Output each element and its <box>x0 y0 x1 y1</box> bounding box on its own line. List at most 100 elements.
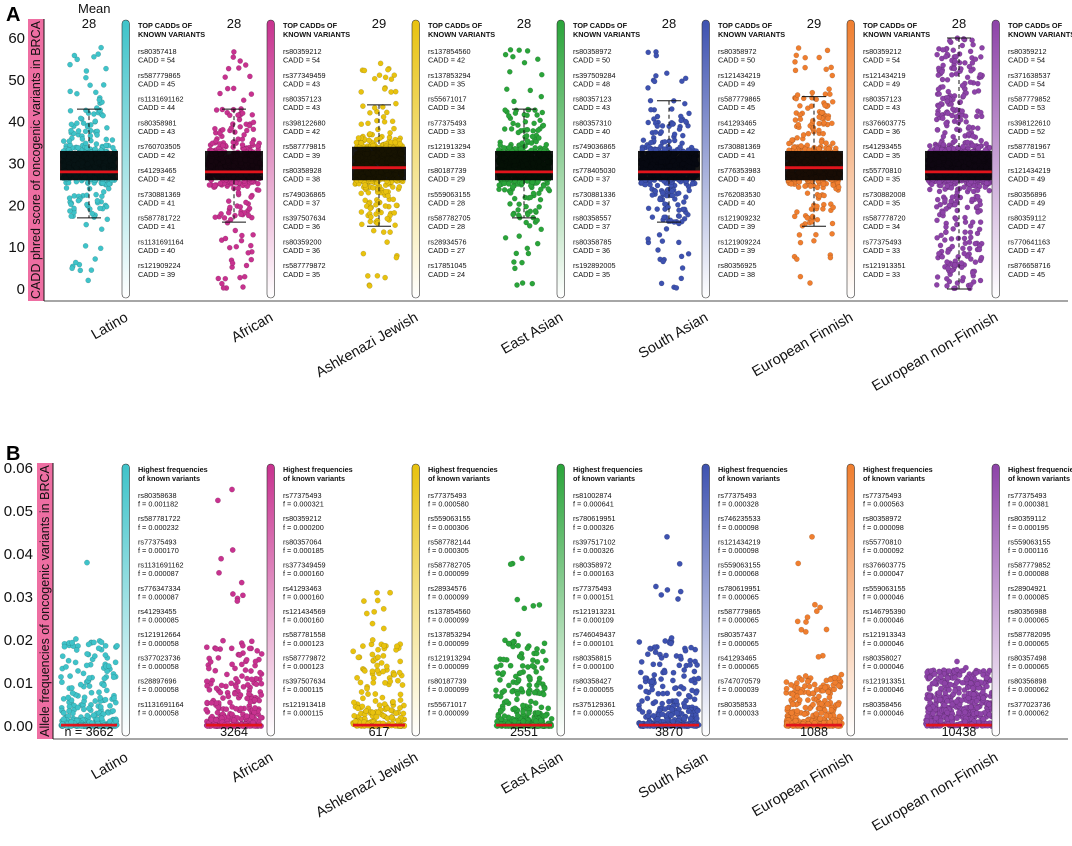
data-point <box>536 204 543 210</box>
data-point <box>223 706 230 713</box>
variant-id: rs1131691164 <box>138 237 184 246</box>
variant-value: CADD = 48 <box>573 79 610 88</box>
data-point <box>91 54 97 60</box>
data-point <box>943 224 949 230</box>
data-point <box>112 717 119 724</box>
data-point <box>386 134 393 141</box>
variant-value: CADD = 49 <box>718 79 755 88</box>
variant-value: CADD = 24 <box>428 270 465 279</box>
data-point <box>512 110 519 116</box>
annotation-title: KNOWN VARIANTS <box>428 30 495 39</box>
data-point <box>237 274 243 281</box>
data-point <box>218 210 224 217</box>
data-point <box>955 144 961 151</box>
data-point <box>507 47 514 53</box>
annotation-title: TOP CADDs OF <box>428 21 483 30</box>
data-point <box>972 259 979 265</box>
data-point <box>506 69 513 75</box>
data-point <box>669 121 676 127</box>
data-point <box>253 681 260 688</box>
variant-id: rs587779865 <box>138 71 181 80</box>
iqr-box <box>352 146 406 181</box>
data-point <box>505 181 512 187</box>
annotation-title: TOP CADDs OF <box>718 21 773 30</box>
data-point <box>826 86 832 92</box>
data-point <box>228 645 235 652</box>
data-point <box>59 653 66 660</box>
data-point <box>942 197 948 204</box>
data-point <box>103 687 110 694</box>
annotation-title: Highest frequencies <box>138 465 208 474</box>
data-point <box>381 119 388 125</box>
data-point <box>654 182 661 189</box>
data-point <box>944 283 950 289</box>
data-point <box>967 79 974 85</box>
data-point <box>660 258 666 265</box>
variant-value: CADD = 50 <box>718 56 755 65</box>
data-point <box>215 655 222 661</box>
data-point <box>816 127 822 134</box>
data-point <box>676 239 682 246</box>
data-point <box>676 207 682 213</box>
data-point <box>71 52 78 59</box>
iqr-box <box>785 150 843 181</box>
data-point <box>88 267 95 273</box>
data-point <box>502 51 509 58</box>
data-point <box>974 187 981 194</box>
data-point <box>669 106 675 112</box>
data-point <box>92 256 98 262</box>
variant-id: rs41293465 <box>138 166 177 175</box>
variant-value: CADD = 35 <box>428 79 465 88</box>
variant-value: CADD = 37 <box>573 175 610 184</box>
data-point <box>380 114 387 120</box>
annotation-title: KNOWN VARIANTS <box>718 30 785 39</box>
data-point <box>83 662 90 669</box>
data-point <box>389 118 396 125</box>
variant-value: CADD = 43 <box>863 103 900 112</box>
data-point <box>103 142 109 148</box>
data-point <box>88 689 95 696</box>
data-point <box>821 119 827 126</box>
data-point <box>656 231 663 238</box>
data-point <box>502 234 509 241</box>
annotation-title: KNOWN VARIANTS <box>573 30 640 39</box>
data-point <box>686 110 692 117</box>
data-point <box>828 64 835 71</box>
data-point <box>109 137 116 143</box>
data-point <box>380 229 387 235</box>
data-point <box>225 693 232 700</box>
annotation-title: KNOWN VARIANTS <box>138 30 205 39</box>
data-point <box>804 214 811 221</box>
data-point <box>110 674 117 681</box>
y-tick-label: 0 <box>17 281 25 298</box>
variant-value: CADD = 54 <box>1008 79 1045 88</box>
data-point <box>211 182 218 189</box>
data-point <box>506 144 513 151</box>
data-point <box>960 245 966 252</box>
data-point <box>642 181 649 188</box>
variant-value: CADD = 45 <box>138 79 175 88</box>
data-point <box>246 645 253 652</box>
data-point <box>532 107 538 113</box>
data-point <box>60 709 67 716</box>
data-point <box>91 653 98 659</box>
data-point <box>951 65 958 72</box>
data-point <box>97 704 104 710</box>
data-point <box>362 182 368 188</box>
data-point <box>103 136 110 143</box>
variant-value: CADD = 37 <box>573 222 610 231</box>
data-point <box>977 277 984 284</box>
data-point <box>512 265 518 272</box>
data-point <box>68 127 74 134</box>
data-point <box>657 196 663 203</box>
data-point <box>820 181 827 187</box>
data-point <box>967 285 973 292</box>
data-point <box>969 142 976 149</box>
data-point <box>101 675 108 682</box>
data-point <box>951 285 957 292</box>
data-point <box>970 41 976 48</box>
data-point <box>661 214 667 220</box>
data-point <box>663 226 670 232</box>
data-point <box>957 99 964 105</box>
